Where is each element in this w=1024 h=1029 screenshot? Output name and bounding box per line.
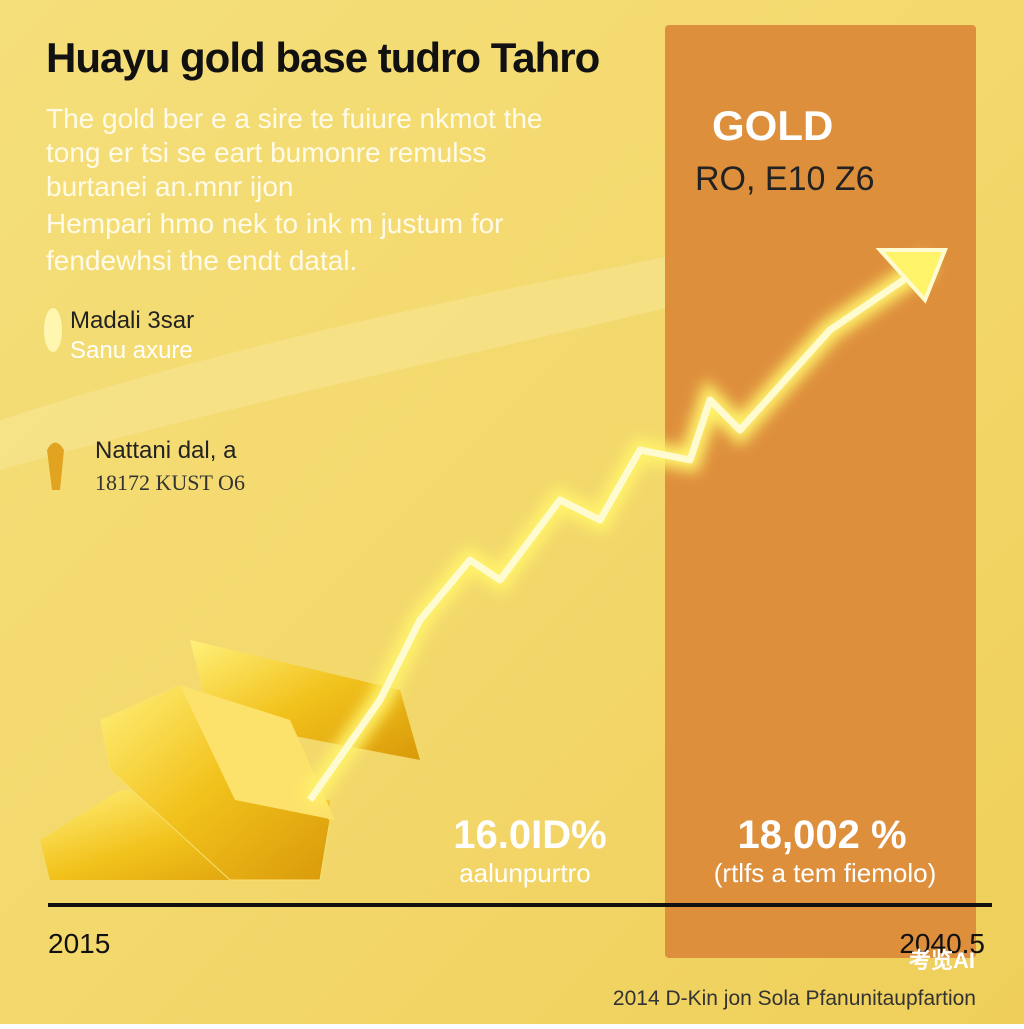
- intro-line: tong er tsi se eart bumonre remulss: [46, 137, 486, 168]
- title: Huayu gold base tudro Tahro: [46, 34, 600, 81]
- axis-end: 2040.5: [899, 928, 985, 959]
- stat-label: aalunpurtro: [459, 858, 591, 888]
- legend-label: Nattani dal, a: [95, 437, 237, 464]
- legend-icon: [47, 442, 64, 490]
- legend-sublabel: Sanu axure: [70, 337, 193, 364]
- trend-arrow: [300, 248, 948, 807]
- stat-label: (rtlfs a tem fiemolo): [714, 858, 937, 888]
- intro-text: The gold ber e a sire te fuiure nkmot th…: [46, 103, 543, 276]
- background-wave: [0, 250, 700, 470]
- legend-sublabel: 18172 KUST O6: [95, 470, 245, 495]
- intro-line: The gold ber e a sire te fuiure nkmot th…: [46, 103, 543, 134]
- stat-value: 16.0ID%: [453, 813, 606, 857]
- intro-line: burtanei an.mnr ijon: [46, 171, 293, 202]
- panel-title: GOLD: [712, 102, 833, 149]
- footer-credit: 2014 D-Kin jon Sola Pfanunitaupfartion: [613, 987, 976, 1010]
- legend-icon: [44, 308, 62, 352]
- legend-label: Madali 3sar: [70, 307, 194, 334]
- stat-value: 18,002 %: [737, 813, 906, 857]
- watermark: 考览AI: [909, 948, 975, 973]
- panel-subtitle: RO, E10 Z6: [695, 160, 875, 198]
- intro-line: fendewhsi the endt datal.: [46, 245, 357, 276]
- axis-start: 2015: [48, 928, 110, 959]
- intro-line: Hempari hmo nek to ink m justum for: [46, 208, 504, 239]
